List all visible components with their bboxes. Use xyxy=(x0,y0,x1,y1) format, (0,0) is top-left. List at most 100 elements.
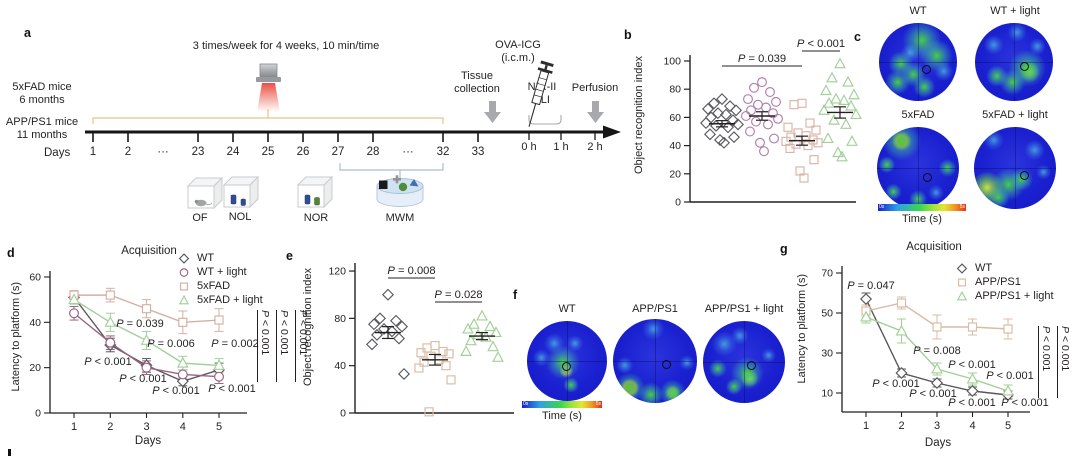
platform-marker xyxy=(561,362,571,372)
legend-item: 5xFAD xyxy=(178,279,263,292)
square-marker xyxy=(416,348,426,358)
legend-item: 5xFAD + light xyxy=(178,293,263,306)
square-marker xyxy=(430,340,440,351)
diamond-marker xyxy=(373,312,387,325)
legend-label: WT + light xyxy=(197,265,247,278)
crosshair-vertical xyxy=(1014,23,1015,101)
diamond-legend-icon xyxy=(178,252,190,264)
diamond-marker xyxy=(721,121,735,134)
circle-marker xyxy=(69,308,79,319)
day-tick-label: 26 xyxy=(296,146,310,158)
timeline-tick-labels: 1 2 ··· 23 24 25 26 27 28 ··· 32 33 0 h 1 h 2 h xyxy=(0,0,640,235)
tissue-collection-label: Tissue collection xyxy=(447,70,507,96)
y-tick-label: 40 xyxy=(29,317,41,329)
crosshair-horizontal xyxy=(879,62,957,63)
crosshair-horizontal xyxy=(877,168,959,169)
square-marker xyxy=(808,135,818,145)
x-tick-label: 4 xyxy=(180,421,186,433)
crosshair-vertical xyxy=(918,23,919,101)
circle-marker xyxy=(743,94,753,105)
f-map-title-wt: WT xyxy=(558,303,576,315)
day-tick-label: 24 xyxy=(226,146,240,158)
legend-label: WT xyxy=(975,261,993,274)
circle-marker xyxy=(757,77,767,88)
circle-marker xyxy=(755,137,765,148)
circle-marker xyxy=(763,119,773,130)
cohort-apppps1-line1: APP/PS1 mice xyxy=(5,116,79,128)
days-axis-label: Days xyxy=(44,147,71,159)
c-map-title-5xfad-light: 5xFAD + light xyxy=(982,109,1048,121)
platform-marker xyxy=(746,360,756,370)
p-value-label: P = 0.028 xyxy=(434,289,482,301)
platform-marker xyxy=(1019,62,1029,72)
y-tick-label: 70 xyxy=(821,268,833,280)
diamond-marker xyxy=(719,108,733,121)
c-map-title-wt-light: WT + light xyxy=(990,5,1040,17)
triangle-marker xyxy=(850,108,862,120)
f-colorbar: 0s 5s xyxy=(522,401,602,408)
y-tick-label: 50 xyxy=(821,308,833,320)
f-heatmap-apppps1 xyxy=(613,319,697,403)
square-marker xyxy=(1003,324,1013,334)
g-x-axis-label: Days xyxy=(924,437,952,449)
square-marker xyxy=(809,155,819,165)
triangle-marker xyxy=(465,334,477,346)
p-value-annotation: P = 0.047 xyxy=(847,280,894,292)
triangle-marker xyxy=(140,334,153,345)
day-tick-label: 25 xyxy=(261,146,275,158)
day-tick-label: 33 xyxy=(471,146,485,158)
panel-c-letter: c xyxy=(854,30,861,44)
y-tick-label: 10 xyxy=(821,388,833,400)
day-tick-label: ··· xyxy=(157,146,169,158)
p-value-annotation: P = 0.039 xyxy=(116,318,163,330)
side-pvalue: P < 0.001 xyxy=(276,310,290,382)
cohort-5xfad-label: 5xFAD mice 6 months xyxy=(2,81,82,107)
triangle-marker xyxy=(823,96,835,108)
square-marker xyxy=(958,278,966,286)
circle-marker xyxy=(749,82,759,93)
p-value-label: P = 0.008 xyxy=(387,265,435,277)
triangle-legend-icon xyxy=(178,294,190,304)
mwm-span-bracket xyxy=(339,163,444,178)
diamond-marker xyxy=(703,128,717,141)
square-marker xyxy=(141,304,152,314)
y-tick-label: 100 xyxy=(663,56,681,68)
y-tick-label: 20 xyxy=(29,362,41,374)
d-side-pvalues: P < 0.001 P < 0.001 P < 0.001 xyxy=(257,310,309,382)
x-tick-label: 3 xyxy=(934,420,940,432)
side-pvalue: P < 0.001 xyxy=(1038,326,1052,398)
p-value-annotation: P < 0.001 xyxy=(986,370,1033,382)
crosshair-vertical xyxy=(918,127,919,209)
diamond-marker xyxy=(367,318,381,331)
d-legend: WT WT + light 5xFAD 5xFAD + light xyxy=(178,251,263,306)
square-marker xyxy=(214,315,224,325)
panel-b-letter: b xyxy=(624,28,632,42)
platform-marker xyxy=(662,359,672,369)
triangle-marker xyxy=(484,320,496,332)
diamond-marker xyxy=(395,320,409,333)
triangle-marker xyxy=(860,310,872,322)
square-marker xyxy=(967,322,978,332)
p-value-annotation: P = 0.006 xyxy=(147,338,194,350)
y-tick-label: 80 xyxy=(334,313,346,325)
square-marker xyxy=(789,100,799,110)
tissue-arrow-icon xyxy=(484,101,501,123)
y-tick-label: 40 xyxy=(669,140,681,152)
test-mwm-label: MWM xyxy=(385,212,415,224)
circle-marker xyxy=(773,113,783,124)
triangle-marker xyxy=(213,358,225,370)
triangle-marker xyxy=(492,350,504,362)
treatment-note: 3 times/week for 4 weeks, 10 min/time xyxy=(192,40,380,52)
diamond-marker xyxy=(709,119,723,132)
triangle-marker xyxy=(834,57,846,69)
cohort-5xfad-line2: 6 months xyxy=(19,93,65,106)
p-value-label: P < 0.001 xyxy=(797,38,845,50)
perfusion-arrow-icon xyxy=(587,101,604,123)
crosshair-horizontal xyxy=(613,361,697,362)
legend-label: 5xFAD + light xyxy=(197,293,263,306)
nir-fli-brace xyxy=(528,115,562,125)
triangle-marker xyxy=(460,345,472,356)
triangle-marker xyxy=(487,340,499,352)
